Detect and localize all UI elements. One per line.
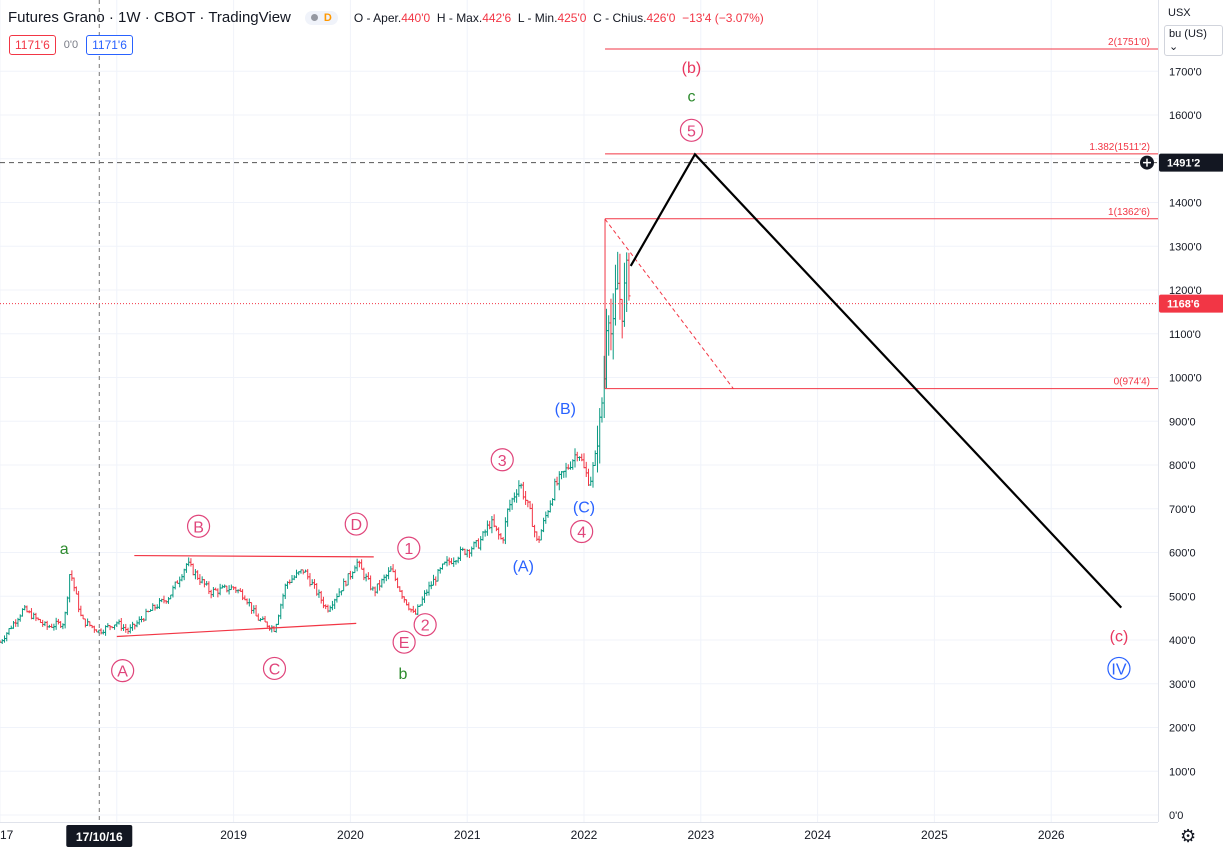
price-tick-label: 1000'0	[1169, 373, 1202, 385]
crosshair-price-label-bg	[1159, 153, 1223, 172]
wave-label: 1	[404, 541, 413, 558]
change-value: −13'4 (−3.07%)	[682, 10, 764, 25]
chevron-down-icon: ⌄	[1169, 41, 1179, 53]
price-tick-label: 700'0	[1169, 504, 1196, 516]
price-tick-label: 0'0	[1169, 810, 1183, 822]
time-tick-label: 2026	[1038, 828, 1065, 842]
wave-label-circle	[1107, 656, 1131, 681]
gear-icon[interactable]: ⚙	[1180, 826, 1197, 846]
price-tick-label: 1400'0	[1169, 198, 1202, 210]
wave-label: (A)	[513, 559, 534, 576]
fib-level-label: 2(1751'0)	[1108, 37, 1150, 48]
wave-label: E	[399, 635, 410, 652]
price-tick-label: 1600'0	[1169, 110, 1202, 122]
price-tick-label: 300'0	[1169, 679, 1196, 691]
crosshair-price-label: 1491'2	[1167, 158, 1200, 170]
wave-label-circle	[111, 659, 135, 683]
wave-label: D	[350, 517, 362, 534]
time-tick-label: 2019	[220, 828, 247, 842]
time-tick-label: 2025	[921, 828, 948, 842]
time-tick-label: 2024	[804, 828, 831, 842]
wave-label-circle	[392, 630, 416, 654]
price-tick-label: 900'0	[1169, 416, 1196, 428]
time-scale[interactable]: 2017201820192020202120222023202420252026…	[0, 822, 1158, 858]
wave-label-circle	[570, 519, 594, 544]
price-tick-label: 1500'0	[1169, 154, 1202, 166]
wave-label: IV	[1111, 661, 1126, 678]
wave-label: B	[193, 519, 204, 536]
ohlc-values: O - Aper.440'0 H - Max.442'6 L - Min.425…	[353, 10, 764, 25]
plus-glyph	[1143, 158, 1151, 167]
triangle-trendline	[134, 554, 374, 558]
price-tick-label: 1700'0	[1169, 66, 1202, 78]
wave-label-circle	[262, 656, 287, 681]
spread-value: 0'0	[63, 39, 79, 51]
time-tick-label: 2021	[454, 828, 481, 842]
fib-level-label: 0(974'4)	[1114, 377, 1150, 388]
fib-level-label: 1(1362'6)	[1108, 207, 1150, 218]
price-chart[interactable]: 2(1751'0) 1.382(1511'2) 1(1362'6) 0(974'4) a…	[0, 0, 1158, 822]
buy-button[interactable]: 1171'6	[86, 35, 133, 55]
time-tick-label: 2022	[571, 828, 598, 842]
wave-label-circle	[186, 514, 211, 538]
wave-label: (B)	[555, 401, 576, 418]
wave-label: 2	[421, 618, 430, 635]
wave-label: 5	[687, 123, 696, 140]
time-tick-label: 2023	[687, 828, 714, 842]
crosshair-date-bg	[66, 825, 133, 847]
current-price-label: 1168'6	[1167, 299, 1200, 311]
unit-selector[interactable]: bu (US) ⌄	[1164, 25, 1223, 56]
price-tick-label: 500'0	[1169, 591, 1196, 603]
data-source-badge[interactable]: D	[304, 10, 338, 25]
wave-label-circle	[490, 448, 514, 472]
wave-label-circle	[397, 536, 421, 560]
time-tick-label: 2020	[337, 828, 364, 842]
wave-label: (c)	[1110, 629, 1129, 646]
wave-label: (b)	[682, 60, 702, 77]
price-tick-label: 1300'0	[1169, 241, 1202, 253]
wave-label: 4	[577, 525, 586, 542]
sell-button[interactable]: 1171'6	[9, 35, 56, 55]
wave-label: 3	[498, 453, 507, 470]
chart-legend: Futures Grano · 1W · CBOT · TradingView …	[0, 0, 1158, 60]
wave-label-circle	[344, 512, 368, 536]
wave-label: c	[687, 88, 695, 105]
wave-label: C	[269, 661, 281, 678]
triangle-trendline	[116, 622, 357, 638]
price-tick-label: 800'0	[1169, 460, 1196, 472]
fib-level-label: 1.382(1511'2)	[1089, 142, 1150, 153]
price-tick-label: 1100'0	[1169, 329, 1201, 341]
price-tick-label: 1200'0	[1169, 285, 1202, 297]
price-scale[interactable]: USX bu (US) ⌄ 0'0 100'0 200'0 300'0 400'0 500…	[1158, 0, 1223, 822]
chart-area[interactable]: 2(1751'0) 1.382(1511'2) 1(1362'6) 0(974'4) a…	[0, 0, 1158, 822]
wave-label: A	[117, 664, 128, 681]
wave-label-circle	[413, 613, 437, 637]
current-price-label-bg	[1159, 294, 1223, 313]
time-tick-label: 2017	[0, 828, 14, 842]
price-tick-label: 100'0	[1169, 766, 1196, 778]
currency-label[interactable]: USX	[1168, 7, 1191, 19]
price-tick-label: 200'0	[1169, 723, 1196, 735]
wave-label: (C)	[573, 500, 595, 517]
price-tick-label: 400'0	[1169, 635, 1196, 647]
wave-label: a	[60, 541, 69, 558]
projection-path	[629, 152, 1123, 609]
wave-label: b	[399, 666, 408, 683]
price-tick-label: 600'0	[1169, 548, 1196, 560]
symbol-title[interactable]: Futures Grano · 1W · CBOT · TradingView	[8, 9, 291, 26]
eye-icon	[310, 13, 318, 21]
crosshair-date-label: 17/10/16	[76, 830, 123, 844]
plus-circle-icon[interactable]	[1140, 155, 1154, 170]
wave-label-circle	[679, 118, 704, 142]
